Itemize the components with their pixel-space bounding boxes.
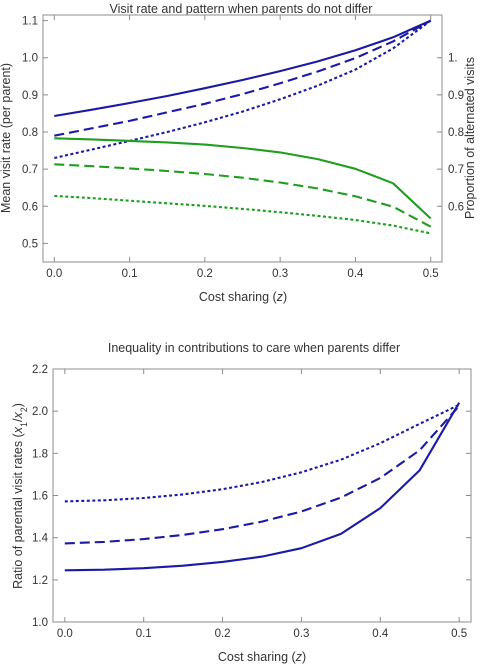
- y-tick-label: 1.8: [32, 448, 48, 460]
- series-lines: [64, 402, 461, 572]
- y-tick-label: 1.6: [32, 491, 48, 503]
- series-line-dotted-left: [54, 19, 432, 160]
- x-tick-label: 0.3: [272, 268, 288, 280]
- series-line-solid-left: [54, 19, 432, 118]
- y-tick-label: 0.6: [22, 201, 38, 213]
- inequality-chart: Inequality in contributions to care when…: [11, 341, 472, 664]
- series-line-dotted: [64, 403, 460, 503]
- y-tick-label-right: 0.8: [448, 127, 464, 139]
- x-axis-label: Cost sharing (z): [199, 290, 287, 304]
- series-lines: [54, 19, 432, 235]
- axis-ticks: 0.0 0.1 0.2 0.3 0.4 0.5 1.0 1.2 1.4 1.6 1.8 2.0 2.2: [32, 364, 471, 640]
- y-tick-label: 1.0: [22, 53, 38, 65]
- series-line-solid: [64, 402, 461, 572]
- series-line-dashed-left: [54, 19, 432, 137]
- y-tick-label-right: 0.6: [448, 201, 464, 213]
- y-tick-label: 1.1: [22, 16, 38, 28]
- y-tick-label: 2.2: [32, 364, 48, 376]
- x-tick-label: 0.3: [293, 628, 309, 640]
- chart-title: Visit rate and pattern when parents do n…: [110, 2, 373, 16]
- x-tick-label: 0.2: [197, 268, 213, 280]
- x-axis-label: Cost sharing (z): [218, 650, 306, 664]
- y-tick-label: 0.8: [22, 127, 38, 139]
- x-tick-label: 0.1: [122, 268, 138, 280]
- x-tick-label: 0.2: [215, 628, 231, 640]
- y-tick-label: 1.4: [32, 533, 49, 545]
- y-axis-label-left: Mean visit rate (per parent): [0, 63, 13, 213]
- y-tick-label: 0.7: [22, 164, 38, 176]
- chart-title: Inequality in contributions to care when…: [108, 341, 400, 355]
- x-tick-label: 0.5: [423, 268, 439, 280]
- series-line-dashed: [64, 405, 460, 545]
- x-tick-label: 0.4: [372, 628, 389, 640]
- visit-rate-chart: Visit rate and pattern when parents do n…: [0, 2, 477, 304]
- y-tick-label: 1.2: [32, 575, 48, 587]
- y-tick-label: 1.0: [32, 617, 48, 629]
- x-tick-label: 0.5: [451, 628, 467, 640]
- series-line-solid-right: [54, 137, 432, 220]
- y-tick-label-right: 0.7: [448, 164, 464, 176]
- x-tick-label: 0.0: [46, 268, 62, 280]
- x-tick-label: 0.4: [347, 268, 364, 280]
- y-tick-label: 0.9: [22, 90, 38, 102]
- x-tick-label: 0.0: [57, 628, 73, 640]
- plot-frame: [42, 14, 443, 263]
- axis-ticks: 0.0 0.1 0.2 0.3 0.4 0.5 0.5 0.6 0.7 0.8 0.9 1.0 1.1 0…: [22, 15, 464, 280]
- y-tick-label: 2.0: [32, 406, 48, 418]
- y-tick-label: 0.5: [22, 238, 38, 250]
- plot-frame: [52, 368, 472, 623]
- y-tick-label-right: 0.9: [448, 90, 464, 102]
- y-tick-label-right: 1.: [448, 53, 458, 65]
- series-line-dashed-right: [54, 163, 432, 228]
- x-tick-label: 0.1: [136, 628, 152, 640]
- y-axis-label-right: Proportion of alternated visits: [463, 57, 477, 219]
- y-axis-label: Ratio of parental visit rates (x1/x2): [11, 403, 29, 589]
- series-line-dotted-right: [54, 194, 431, 235]
